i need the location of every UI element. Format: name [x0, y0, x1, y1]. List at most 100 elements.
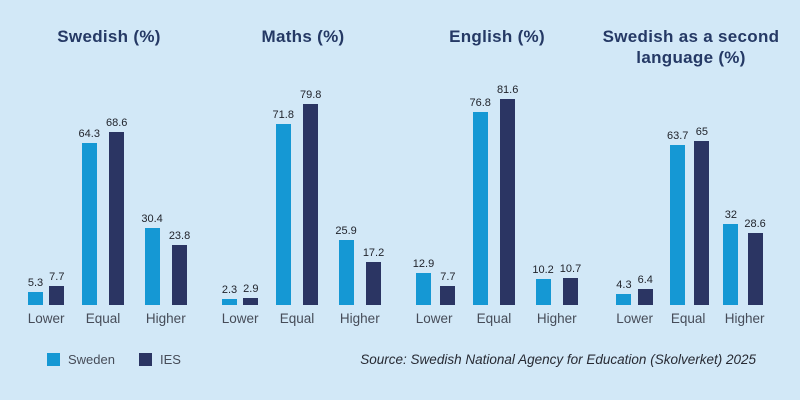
bar-ies [243, 297, 259, 305]
bar-sweden [535, 279, 551, 305]
bar-column: 10.2 [532, 70, 554, 305]
plot-swedish: 5.3 7.7 Lower 64.3 68.6 Equal 30.4 23.8 Higher [28, 70, 190, 326]
chart-panels: Swedish (%) 5.3 7.7 Lower 64.3 68.6 Equal 30.4… [28, 26, 788, 326]
bar-group-higher: 30.4 23.8 Higher [141, 70, 190, 326]
bar-column: 81.6 [497, 70, 518, 305]
bar-group-equal: 64.3 68.6 Equal [79, 70, 128, 326]
value-label: 28.6 [744, 217, 766, 230]
value-label: 63.7 [666, 129, 689, 142]
bar-pair: 4.3 6.4 [616, 70, 653, 305]
bar-pair: 10.2 10.7 [532, 70, 581, 305]
bar-sweden [338, 239, 354, 305]
bar-pair: 25.9 17.2 [335, 70, 384, 305]
bar-sweden [616, 294, 632, 305]
bar-column: 7.7 [440, 70, 456, 305]
legend: Sweden IES [47, 352, 181, 367]
bar-column: 71.8 [273, 70, 294, 305]
value-label: 10.7 [559, 263, 582, 275]
value-label: 65 [695, 126, 709, 139]
category-label: Lower [221, 311, 259, 326]
category-label: Equal [279, 311, 315, 326]
bar-ies [109, 132, 125, 305]
bar-column: 30.4 [141, 70, 163, 305]
bar-ies [500, 99, 516, 305]
source-note: Source: Swedish National Agency for Educ… [360, 352, 756, 367]
value-label: 32 [724, 209, 738, 222]
value-label: 4.3 [616, 279, 632, 292]
panel-maths: Maths (%) 2.3 2.9 Lower 71.8 79.8 Equal 25.9 17… [206, 26, 400, 326]
category-label: Lower [27, 311, 65, 326]
bar-ies [562, 278, 578, 305]
bar-ies [172, 245, 188, 305]
value-label: 81.6 [496, 84, 519, 97]
bar-column: 25.9 [335, 70, 357, 305]
panel-title-english: English (%) [449, 27, 545, 46]
bar-group-lower: 2.3 2.9 Lower [222, 70, 259, 326]
bar-ies [747, 232, 763, 305]
plot-english: 12.9 7.7 Lower 76.8 81.6 Equal 10.2 10.7 Higher [413, 70, 581, 326]
legend-item-sweden: Sweden [47, 352, 115, 367]
category-label: Equal [85, 311, 121, 326]
bar-ies [694, 141, 710, 305]
panel-title-swedish-second-language: Swedish as a second language (%) [602, 27, 780, 68]
legend-label-ies: IES [159, 352, 181, 367]
value-label: 30.4 [141, 213, 163, 226]
plot-maths: 2.3 2.9 Lower 71.8 79.8 Equal 25.9 17.2 Higher [222, 70, 384, 326]
bar-pair: 5.3 7.7 [27, 70, 64, 305]
bar-column: 12.9 [413, 70, 434, 305]
bar-ies [366, 261, 382, 305]
bar-group-lower: 4.3 6.4 Lower [616, 70, 653, 326]
category-label: Lower [415, 311, 453, 326]
value-label: 6.4 [637, 273, 653, 286]
bar-sweden [416, 272, 431, 305]
category-label: Higher [339, 311, 380, 326]
bar-pair: 12.9 7.7 [413, 70, 456, 305]
category-label: Equal [670, 311, 706, 326]
bar-pair: 71.8 79.8 [273, 70, 321, 305]
legend-item-ies: IES [138, 352, 181, 367]
panel-title-swedish: Swedish (%) [57, 27, 161, 46]
value-label: 23.8 [168, 230, 191, 242]
bar-group-higher: 10.2 10.7 Higher [532, 70, 581, 326]
value-label: 5.3 [27, 276, 44, 289]
value-label: 17.2 [362, 246, 385, 259]
bar-group-higher: 32 28.6 Higher [723, 70, 766, 326]
bar-column: 10.7 [560, 70, 581, 305]
value-label: 25.9 [335, 224, 357, 237]
value-label: 79.8 [299, 88, 322, 101]
category-label: Higher [536, 311, 577, 326]
legend-swatch-sweden [47, 353, 60, 366]
panel-english: English (%) 12.9 7.7 Lower 76.8 81.6 Equal 10.… [400, 26, 594, 326]
bar-column: 2.9 [243, 70, 258, 305]
panel-swedish-second-language: Swedish as a second language (%) 4.3 6.4 L… [594, 26, 788, 326]
value-label: 7.7 [49, 270, 65, 283]
bar-pair: 30.4 23.8 [141, 70, 190, 305]
chart-footer: Sweden IES Source: Swedish National Agen… [47, 352, 756, 367]
bar-sweden [222, 299, 237, 305]
bar-group-equal: 76.8 81.6 Equal [470, 70, 519, 326]
category-label: Higher [145, 311, 186, 326]
bar-column: 4.3 [616, 70, 632, 305]
bar-sweden [670, 144, 686, 305]
bar-column: 23.8 [169, 70, 190, 305]
bar-column: 68.6 [106, 70, 127, 305]
bar-column: 79.8 [300, 70, 321, 305]
bar-ies [303, 103, 319, 305]
value-label: 7.7 [440, 270, 456, 283]
bar-column: 7.7 [49, 70, 64, 305]
value-label: 10.2 [532, 264, 554, 277]
bar-pair: 63.7 65 [667, 70, 710, 305]
bar-sweden [144, 228, 160, 305]
plot-swedish-second-language: 4.3 6.4 Lower 63.7 65 Equal 32 28.6 Higher [616, 70, 766, 326]
bar-column: 2.3 [222, 70, 237, 305]
bar-column: 63.7 [667, 70, 688, 305]
bar-sweden [28, 291, 43, 305]
bar-ies [440, 285, 456, 305]
category-label: Lower [616, 311, 653, 326]
bar-sweden [275, 124, 291, 305]
bar-column: 32 [723, 70, 739, 305]
legend-swatch-ies [138, 353, 152, 366]
bar-sweden [472, 111, 488, 305]
bar-sweden [723, 224, 739, 305]
bar-sweden [81, 143, 97, 305]
